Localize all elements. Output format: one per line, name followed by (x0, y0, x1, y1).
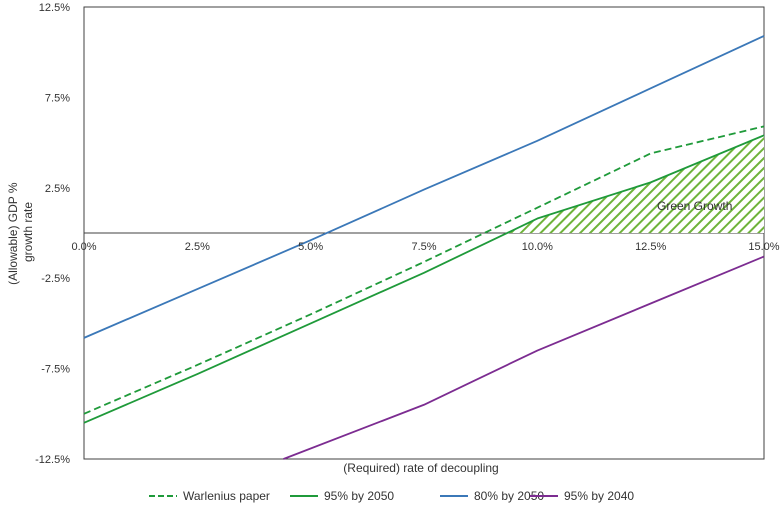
green-growth-label: Green Growth (657, 199, 732, 213)
series-line-95-by-2050 (83, 134, 765, 424)
legend-item: 80% by 2050 (440, 489, 544, 503)
x-tick-label: 15.0% (748, 241, 779, 253)
series-line-95-by-2040 (283, 255, 765, 460)
y-tick-label: -7.5% (41, 364, 70, 376)
legend-item: 95% by 2050 (290, 489, 394, 503)
x-tick-label: 12.5% (635, 241, 666, 253)
y-tick-label: -2.5% (41, 273, 70, 285)
legend-item: 95% by 2040 (530, 489, 634, 503)
y-axis-title-line-2: growth rate (21, 202, 35, 262)
y-tick-label: 12.5% (39, 2, 70, 14)
x-tick-label: 0.0% (71, 241, 96, 253)
green-growth-region (507, 135, 764, 233)
legend-label: Warlenius paper (183, 489, 270, 503)
legend-item: Warlenius paper (149, 489, 270, 503)
x-tick-label: 5.0% (298, 241, 323, 253)
legend-label: 95% by 2050 (324, 489, 394, 503)
x-axis-title: (Required) rate of decoupling (343, 461, 498, 475)
y-tick-label: 7.5% (45, 92, 70, 104)
x-tick-label: 7.5% (411, 241, 436, 253)
y-tick-label: 2.5% (45, 183, 70, 195)
legend-label: 95% by 2040 (564, 489, 634, 503)
legend-label: 80% by 2050 (474, 489, 544, 503)
series-line-warlenius-paper (83, 125, 765, 415)
series-line-80-by-2050 (83, 35, 765, 339)
y-axis-title: (Allowable) GDP % growth rate (6, 179, 35, 285)
x-tick-label: 2.5% (185, 241, 210, 253)
y-axis-title-line-1: (Allowable) GDP % (6, 182, 20, 285)
y-tick-label: -12.5% (35, 454, 70, 466)
x-tick-label: 10.0% (522, 241, 553, 253)
